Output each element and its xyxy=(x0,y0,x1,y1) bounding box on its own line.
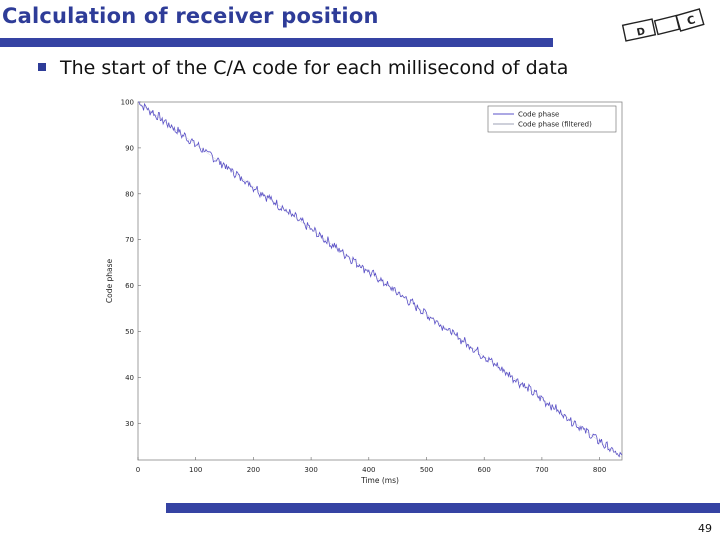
x-tick-label: 700 xyxy=(535,466,548,474)
x-tick-label: 300 xyxy=(304,466,317,474)
x-axis-label: Time (ms) xyxy=(360,476,399,485)
series-line-code-phase-filtered xyxy=(137,101,623,458)
code-phase-chart: 0 100 200 300 400 500 600 700 800 30 40 50 60 70 80 90 1… xyxy=(105,99,623,485)
x-tick-label: 600 xyxy=(478,466,491,474)
y-axis-label: Code phase xyxy=(105,259,114,304)
x-tick-label: 100 xyxy=(189,466,202,474)
y-tick-label: 100 xyxy=(121,99,134,107)
bullet-text: The start of the C/A code for each milli… xyxy=(60,57,569,79)
y-tick-label: 60 xyxy=(125,282,134,290)
y-tick-label: 50 xyxy=(125,328,134,336)
legend-box xyxy=(487,105,617,133)
x-tick-label: 400 xyxy=(362,466,375,474)
y-tick-label: 40 xyxy=(125,374,134,382)
y-tick-label: 70 xyxy=(125,236,134,244)
x-tick-label: 800 xyxy=(593,466,606,474)
logo-letter-d: D xyxy=(636,26,646,38)
legend-entry-label: Code phase (filtered) xyxy=(518,121,592,129)
institution-logo: D C xyxy=(621,8,705,42)
title-underline-bar xyxy=(0,38,553,47)
legend-entry-label: Code phase xyxy=(518,111,559,119)
logo-letter-c: C xyxy=(685,13,696,28)
slide-title: Calculation of receiver position xyxy=(2,4,379,28)
page-number: 49 xyxy=(698,522,712,535)
y-tick-label: 30 xyxy=(125,420,134,428)
footer-bar xyxy=(166,503,720,513)
x-tick-label: 500 xyxy=(420,466,433,474)
y-tick-label: 80 xyxy=(125,190,134,198)
x-tick-label: 0 xyxy=(136,466,140,474)
y-tick-label: 90 xyxy=(125,144,134,152)
series-line-code-phase xyxy=(137,101,623,458)
bullet-square-icon xyxy=(38,62,46,71)
bullet-item: The start of the C/A code for each milli… xyxy=(38,57,568,79)
x-tick-label: 200 xyxy=(247,466,260,474)
